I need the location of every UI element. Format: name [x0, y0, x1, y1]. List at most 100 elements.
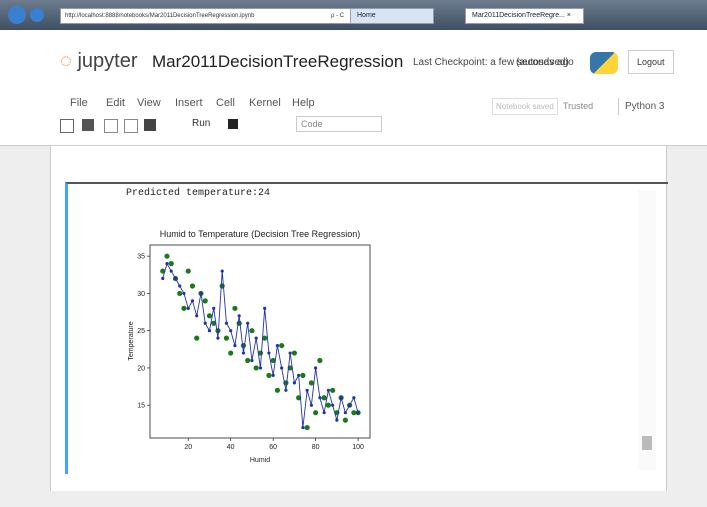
point [169, 261, 174, 266]
point [190, 283, 195, 288]
point [245, 358, 250, 363]
point [275, 388, 280, 393]
point [300, 373, 305, 378]
point [178, 284, 181, 287]
menu-item[interactable]: Kernel [249, 97, 281, 109]
point [224, 336, 229, 341]
y-tick-label: 35 [137, 254, 145, 261]
forward-button[interactable] [30, 8, 44, 22]
cut-icon[interactable] [104, 119, 118, 133]
point [246, 322, 249, 325]
chart: Humid to Temperature (Decision Tree Regr… [120, 225, 380, 470]
back-button[interactable] [8, 6, 26, 24]
address-bar[interactable]: http://localhost:8888/notebooks/Mar2011D… [60, 8, 396, 24]
point [263, 307, 266, 310]
save-icon[interactable] [60, 119, 74, 133]
point [194, 336, 199, 341]
point [216, 337, 219, 340]
point [203, 298, 208, 303]
autosaved: (autosaved) [516, 57, 569, 68]
point [292, 350, 297, 355]
menu-item[interactable]: Insert [175, 97, 203, 109]
url: http://localhost:8888/notebooks/Mar2011D… [65, 13, 254, 19]
y-axis-label: Temperature [128, 321, 135, 360]
point [322, 395, 327, 400]
point [255, 337, 258, 340]
notebook-name[interactable]: Mar2011DecisionTreeRegression [152, 52, 403, 72]
toolbar: Run Code [60, 115, 390, 135]
point [331, 404, 334, 407]
y-tick-label: 20 [137, 365, 145, 372]
menu-item[interactable]: Edit [106, 97, 125, 109]
point [181, 306, 186, 311]
kernel-indicator: Python 3 [618, 98, 670, 115]
point [330, 388, 335, 393]
scrollbar[interactable] [638, 190, 656, 470]
search-icon: ρ - C [331, 9, 344, 23]
point [199, 292, 202, 295]
point [272, 374, 275, 377]
save-status: Notebook saved [492, 98, 558, 115]
point [318, 396, 321, 399]
python-logo [590, 52, 618, 74]
point [187, 307, 190, 310]
point [220, 283, 225, 288]
point [207, 313, 212, 318]
point [174, 277, 177, 280]
point [241, 343, 246, 348]
page: http://localhost:8888/notebooks/Mar2011D… [0, 0, 707, 507]
point [293, 381, 296, 384]
point [186, 268, 191, 273]
x-tick-label: 60 [269, 444, 277, 451]
trusted[interactable]: Trusted [560, 98, 596, 114]
copy-icon[interactable] [124, 119, 138, 133]
point [352, 396, 355, 399]
logout-button[interactable]: Logout [628, 50, 674, 74]
point [177, 291, 182, 296]
point [164, 254, 169, 259]
point [280, 366, 283, 369]
x-tick-label: 40 [227, 444, 235, 451]
point [310, 404, 313, 407]
logo-text: jupyter [77, 50, 137, 72]
tab[interactable]: Home [350, 8, 434, 24]
y-tick-label: 25 [137, 328, 145, 335]
menu-item[interactable]: Cell [216, 97, 235, 109]
point [266, 373, 271, 378]
point [170, 269, 173, 272]
menu-item[interactable]: Help [292, 97, 315, 109]
paste-icon[interactable] [144, 119, 156, 131]
point [297, 374, 300, 377]
point [165, 262, 168, 265]
point [250, 359, 253, 362]
cell-type-select[interactable]: Code [296, 116, 382, 132]
chart-title: Humid to Temperature (Decision Tree Regr… [160, 229, 360, 239]
point [208, 329, 211, 332]
menu-item[interactable]: File [70, 97, 88, 109]
run-button[interactable]: Run [192, 118, 210, 129]
point [313, 410, 318, 415]
point [343, 418, 348, 423]
point [348, 404, 351, 407]
scroll-thumb[interactable] [642, 436, 652, 450]
point [221, 269, 224, 272]
point [276, 344, 279, 347]
point [305, 425, 310, 430]
point [229, 329, 232, 332]
point [301, 426, 304, 429]
point [309, 380, 314, 385]
x-axis-label: Humid [250, 457, 270, 464]
point [326, 403, 331, 408]
point [233, 344, 236, 347]
point [195, 314, 198, 317]
point [242, 351, 245, 354]
point [357, 411, 360, 414]
tab[interactable]: Mar2011DecisionTreeRegre... × [465, 8, 584, 24]
output-text: Predicted temperature:24 [126, 188, 270, 199]
point [191, 299, 194, 302]
stop-icon[interactable] [228, 119, 238, 129]
add-icon[interactable] [82, 119, 94, 131]
point [204, 322, 207, 325]
point [344, 411, 347, 414]
menu-item[interactable]: View [137, 97, 161, 109]
